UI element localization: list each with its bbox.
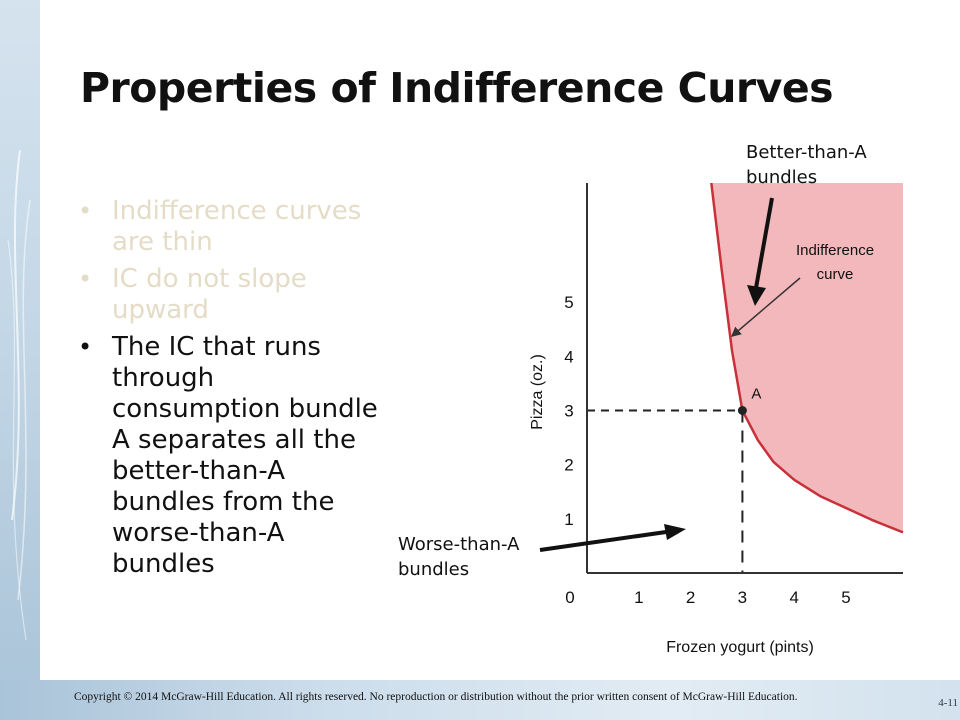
bullet-dot-icon: •	[78, 197, 93, 225]
y-tick-label: 5	[564, 293, 573, 312]
better-note-arrow-shaft	[754, 197, 774, 289]
bullet-text: The IC that runs through consumption bun…	[112, 332, 378, 579]
better-note-line2: bundles	[746, 167, 818, 188]
x-tick-label: 1	[634, 588, 643, 607]
bullet-text: IC do not slope upward	[112, 264, 307, 325]
curve-label-line1: Indifference	[796, 242, 874, 259]
curve-label-pointer-arrow	[730, 277, 801, 337]
x-tick-label: 3	[738, 588, 747, 607]
better-note-arrowhead	[747, 285, 766, 306]
better-than-a-region	[711, 183, 903, 533]
y-tick-label: 2	[564, 456, 573, 475]
x-tick-label: 4	[789, 588, 798, 607]
x-tick-label: 5	[841, 588, 850, 607]
worse-note-arrowhead	[664, 524, 686, 540]
bullet-dot-icon: •	[78, 265, 93, 293]
indifference-curve-line	[710, 182, 904, 534]
better-than-a-note: Better-than-A bundles	[746, 140, 867, 190]
worse-note-arrow-shaft	[539, 530, 667, 552]
point-a-label: A	[751, 386, 761, 403]
y-tick-label: 3	[564, 402, 573, 421]
better-note-line1: Better-than-A	[746, 142, 867, 163]
bullet-text: Indifference curves are thin	[112, 196, 362, 257]
worse-than-a-note: Worse-than-A bundles	[398, 532, 519, 582]
y-axis-label: Pizza (oz.)	[529, 354, 546, 430]
y-tick-label: 1	[564, 510, 573, 529]
copyright-notice: Copyright © 2014 McGraw-Hill Education. …	[74, 691, 798, 703]
decorative-swirl-lines	[7, 149, 31, 641]
bullet-dot-icon: •	[78, 333, 93, 361]
slide-title: Properties of Indifference Curves	[80, 64, 834, 112]
worse-note-line2: bundles	[398, 559, 470, 580]
x-tick-label: 2	[686, 588, 695, 607]
bullet-item: • Indifference curves are thin	[78, 196, 378, 258]
y-tick-label: 4	[564, 347, 573, 366]
footer-band	[0, 680, 960, 720]
x-tick-label: 0	[565, 588, 574, 607]
curve-label-line2: curve	[817, 266, 854, 283]
point-a-marker	[737, 406, 747, 415]
x-axis-label: Frozen yogurt (pints)	[666, 639, 814, 656]
left-decorative-band	[0, 0, 40, 720]
bullet-item: • IC do not slope upward	[78, 264, 378, 326]
slide-number: 4-11	[938, 697, 958, 709]
bullet-item: • The IC that runs through consumption b…	[78, 332, 378, 580]
worse-note-line1: Worse-than-A	[398, 534, 520, 555]
bullet-list: • Indifference curves are thin • IC do n…	[78, 196, 378, 586]
